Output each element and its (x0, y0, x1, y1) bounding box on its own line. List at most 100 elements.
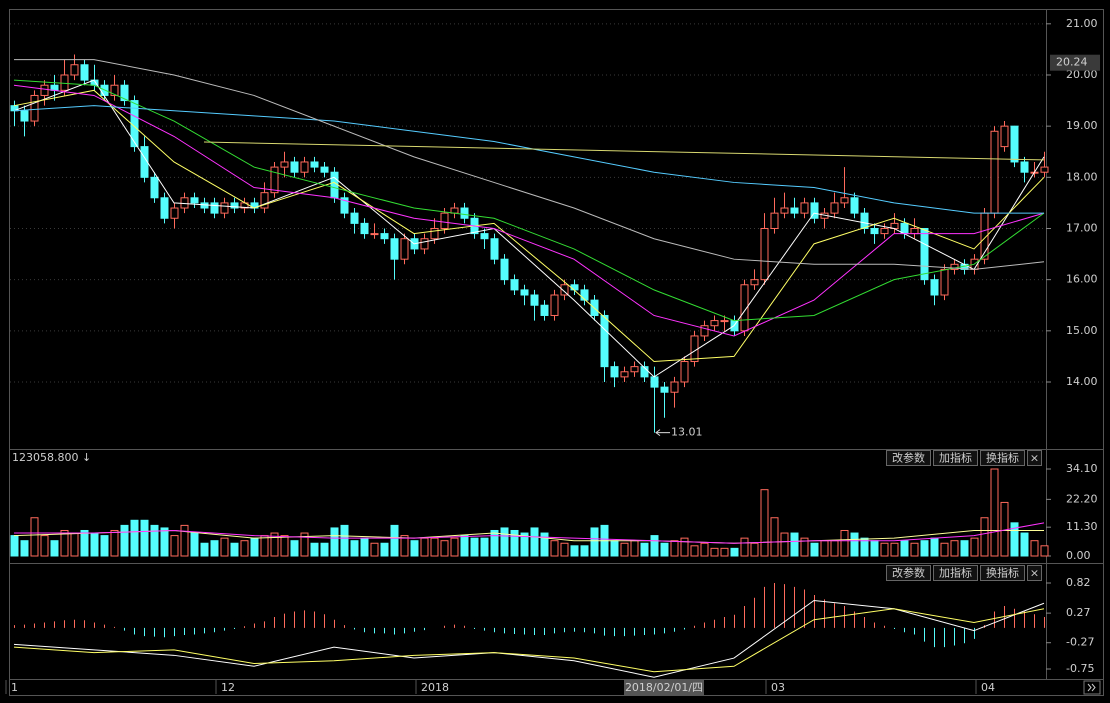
volume-bar (610, 540, 619, 557)
candle-body (230, 202, 239, 209)
ma-line (13, 608, 1045, 673)
volume-bar (830, 540, 839, 557)
volume-bar (30, 517, 39, 557)
candle-body (290, 161, 299, 173)
candle-body (710, 320, 719, 327)
candle-body (460, 207, 469, 219)
button-label[interactable]: × (1030, 452, 1039, 465)
candle-body (480, 233, 489, 240)
volume-bar (750, 542, 759, 557)
x-tick-label: 2018 (421, 681, 449, 694)
y-tick-label: 11.30 (1066, 520, 1098, 533)
candle-body (540, 304, 549, 316)
candle-body (570, 284, 579, 291)
x-tick-label: 2018/02/01/四 (625, 681, 703, 694)
cursor-label-bg (624, 680, 704, 695)
low-arrow (655, 429, 661, 437)
volume-bar (520, 532, 529, 557)
y-tick-label: 22.20 (1066, 492, 1098, 505)
candle-body (370, 233, 379, 236)
ma-line (13, 84, 1045, 337)
candle-body (790, 207, 799, 214)
candle-body (610, 366, 619, 378)
candle-body (520, 289, 529, 296)
y-tick-label: 0.82 (1066, 576, 1091, 589)
volume-bar (310, 542, 319, 557)
button-label[interactable]: 加指标 (939, 451, 972, 465)
volume-bar (760, 489, 769, 557)
volume-bar (640, 542, 649, 557)
button-label[interactable]: 加指标 (939, 566, 972, 580)
price-box-label: 20.24 (1056, 56, 1088, 69)
volume-bar (100, 535, 109, 557)
button-label[interactable]: 换指标 (986, 566, 1019, 580)
candle-body (210, 202, 219, 214)
button-label[interactable]: 改参数 (892, 451, 925, 465)
volume-bar (490, 529, 499, 557)
y-tick-label: 0.27 (1066, 606, 1091, 619)
volume-bar (400, 535, 409, 557)
candle-body (260, 192, 269, 209)
candle-body (870, 227, 879, 235)
button[interactable] (980, 565, 1025, 581)
button[interactable] (886, 565, 931, 581)
candle-body (1000, 125, 1009, 148)
price-box (1050, 54, 1100, 71)
volume-bar (860, 537, 869, 557)
volume-bar (350, 540, 359, 557)
button[interactable] (980, 450, 1025, 466)
candle-body (780, 207, 789, 214)
candle-body (670, 381, 679, 393)
volume-bar (330, 527, 339, 557)
volume-bar (900, 540, 909, 557)
button-label[interactable]: × (1030, 567, 1039, 580)
x-tick-label: 1 (11, 681, 18, 694)
ma-line (14, 522, 1045, 544)
candle-body (340, 197, 349, 214)
candle-body (800, 202, 809, 214)
ma-line (203, 141, 1045, 161)
candle-body (360, 222, 369, 235)
candle-body (690, 335, 699, 363)
candle-body (510, 279, 519, 291)
frame (9, 9, 1104, 696)
volume-bar (620, 542, 629, 557)
button-label[interactable]: 改参数 (892, 566, 925, 580)
candle-body (850, 197, 859, 214)
volume-bar (470, 537, 479, 557)
candle-body (660, 386, 669, 393)
scroll-button[interactable] (1083, 680, 1101, 695)
y-tick-label: -0.27 (1066, 636, 1094, 649)
button[interactable] (1027, 565, 1042, 581)
y-tick-label: 0.00 (1066, 549, 1091, 562)
candle-body (600, 314, 609, 368)
candle-body (860, 212, 869, 229)
y-tick-label: 20.00 (1066, 68, 1098, 81)
button-label[interactable]: 换指标 (986, 451, 1019, 465)
button[interactable] (1027, 450, 1042, 466)
ma-line (13, 79, 1045, 378)
volume-bar (160, 527, 169, 557)
volume-bar (700, 542, 709, 557)
volume-bar (140, 519, 149, 557)
candle-body (910, 227, 919, 235)
candle-body (140, 146, 149, 178)
candle-body (560, 284, 569, 296)
button[interactable] (933, 450, 978, 466)
volume-bar (590, 527, 599, 557)
volume-bar (680, 537, 689, 557)
button[interactable] (886, 450, 931, 466)
volume-bar (990, 468, 999, 557)
button[interactable] (933, 565, 978, 581)
volume-bar (270, 532, 279, 557)
volume-bar (560, 542, 569, 557)
candle-body (530, 294, 539, 306)
volume-bar (910, 542, 919, 557)
ma-line (13, 89, 1045, 363)
volume-bar (430, 537, 439, 557)
candle-body (270, 166, 279, 194)
volume-bar (920, 540, 929, 557)
candle-body (550, 294, 559, 316)
